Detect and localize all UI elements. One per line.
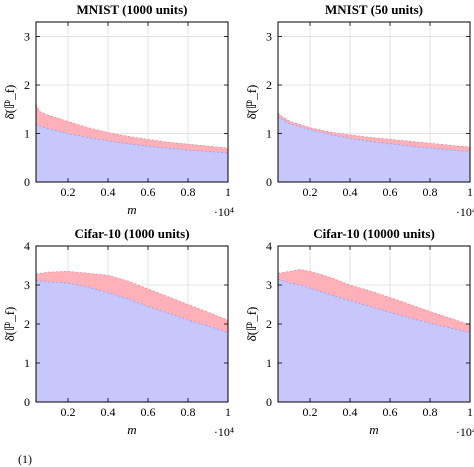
- panel-4-ytick-label-0: 0: [266, 395, 272, 409]
- panel-3-ylabel: δ̄(ℙ_f): [2, 307, 17, 342]
- panel-1-ylabel: δ̄(ℙ_f): [2, 85, 17, 120]
- panel-3-xtick-label-2: 0.6: [141, 405, 156, 419]
- panel-1-xtick-label-2: 0.6: [141, 185, 156, 199]
- panel-4-ylabel: δ̄(ℙ_f): [244, 307, 259, 342]
- panel-1-frame: [35, 21, 229, 183]
- panel-3-ytick-label-4: 4: [24, 239, 30, 253]
- panel-2-ytick-label-1: 1: [266, 127, 272, 141]
- panel-4-xtick-label-2: 0.6: [383, 405, 398, 419]
- panel-1-ytick-label-0: 0: [24, 175, 30, 189]
- panel-2-ytick-label-3: 3: [266, 30, 272, 44]
- panel-2-line-2: [277, 116, 471, 152]
- panel-3-title: Cifar-10 (1000 units): [74, 226, 189, 241]
- panel-3-x-multiplier: ·10⁴: [214, 425, 234, 439]
- panel-3-area-2: [36, 280, 228, 402]
- panel-3-xtick-label-4: 1: [225, 405, 231, 419]
- panel-3-ytick-label-3: 3: [24, 278, 30, 292]
- panel-4-xtick-label-1: 0.4: [343, 405, 358, 419]
- panel-3-line-1: [35, 270, 229, 321]
- panel-1-line-1: [35, 104, 229, 149]
- panel-4-title: Cifar-10 (10000 units): [313, 226, 435, 241]
- panel-4-ytick-label-4: 4: [266, 239, 272, 253]
- panel-3-ytick-label-2: 2: [24, 317, 30, 331]
- panel-4-line-1: [277, 268, 471, 326]
- panel-1-ytick-label-2: 2: [24, 78, 30, 92]
- panel-1-xtick-label-4: 1: [225, 185, 231, 199]
- panel-4-x-multiplier: ·10⁴: [456, 425, 474, 439]
- panel-2-xtick-label-4: 1: [467, 185, 473, 199]
- panel-1-area-2: [36, 123, 228, 182]
- panel-2-frame: [277, 21, 471, 183]
- panel-3-xtick-label-0: 0.2: [61, 405, 76, 419]
- panel-4-xtick-label-0: 0.2: [303, 405, 318, 419]
- panel-1-ytick-label-1: 1: [24, 127, 30, 141]
- panel-4-line-2: [277, 278, 471, 333]
- panel-2-xtick-label-2: 0.6: [383, 185, 398, 199]
- panel-1-line-2: [35, 123, 229, 154]
- panel-4-area-2: [278, 279, 470, 402]
- panel-2-x-multiplier: ·10⁴: [456, 205, 474, 219]
- panel-4-xlabel: m: [369, 422, 378, 437]
- panel-3-xtick-label-3: 0.8: [181, 405, 196, 419]
- panel-2-xtick-label-3: 0.8: [423, 185, 438, 199]
- panel-1-title: MNIST (1000 units): [76, 2, 187, 17]
- panel-1-xtick-label-1: 0.4: [101, 185, 116, 199]
- panel-2-title: MNIST (50 units): [325, 2, 423, 17]
- panel-4-xtick-label-3: 0.8: [423, 405, 438, 419]
- panel-4-ytick-label-3: 3: [266, 278, 272, 292]
- panel-4-ytick-label-1: 1: [266, 356, 272, 370]
- panel-1-xlabel: m: [127, 202, 136, 217]
- panel-2-ytick-label-0: 0: [266, 175, 272, 189]
- panel-4-ytick-label-2: 2: [266, 317, 272, 331]
- panel-2-ylabel: δ̄(ℙ_f): [244, 85, 259, 120]
- panel-2-line-1: [277, 112, 471, 148]
- panel-1-xtick-label-0: 0.2: [61, 185, 76, 199]
- panel-2-area-2: [278, 116, 470, 182]
- panel-3-xlabel: m: [127, 422, 136, 437]
- figure-footnote: (1): [18, 452, 32, 466]
- panel-2-xtick-label-0: 0.2: [303, 185, 318, 199]
- panel-1-x-multiplier: ·10⁴: [214, 205, 234, 219]
- panel-3-ytick-label-1: 1: [24, 356, 30, 370]
- panel-2-ytick-label-2: 2: [266, 78, 272, 92]
- panel-3-line-2: [35, 279, 229, 333]
- panel-2-xtick-label-1: 0.4: [343, 185, 358, 199]
- panel-3-ytick-label-0: 0: [24, 395, 30, 409]
- panel-1-xtick-label-3: 0.8: [181, 185, 196, 199]
- panel-3-xtick-label-1: 0.4: [101, 405, 116, 419]
- panel-4-xtick-label-4: 1: [467, 405, 473, 419]
- panel-1-ytick-label-3: 3: [24, 30, 30, 44]
